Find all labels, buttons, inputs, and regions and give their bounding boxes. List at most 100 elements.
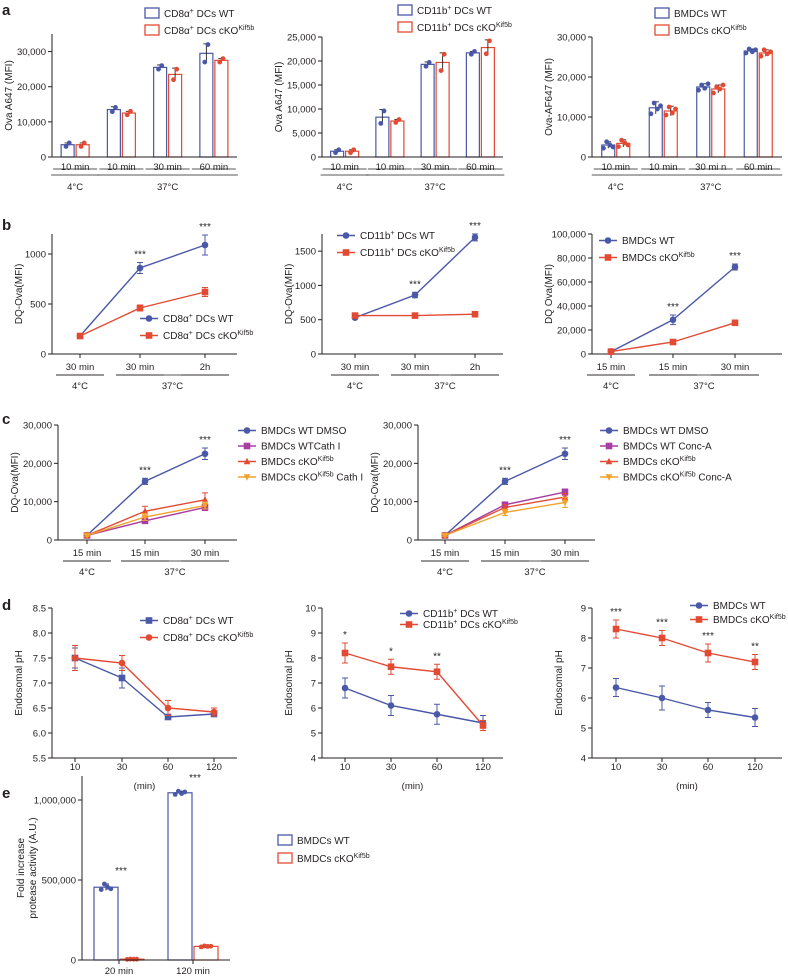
x-tick-label: 10 — [611, 762, 622, 773]
data-point — [501, 503, 509, 511]
y-tick-label: 0 — [311, 350, 316, 361]
significance-label: *** — [610, 607, 622, 618]
data-point — [426, 60, 432, 65]
y-tick-label: 6.5 — [33, 704, 46, 715]
bar — [106, 108, 121, 158]
y-tick-label: 0 — [581, 153, 586, 164]
group-label: 37°C — [700, 182, 721, 193]
data-point — [561, 488, 569, 496]
data-point — [387, 702, 395, 709]
data-point — [201, 288, 209, 296]
group-label: 4°C — [79, 567, 95, 578]
data-point — [71, 654, 79, 662]
data-point — [136, 304, 144, 312]
data-point — [619, 137, 625, 143]
x-tick-label: 20 min — [105, 966, 134, 976]
group-label: 37°C — [164, 567, 185, 578]
y-tick-label: 7.5 — [33, 654, 46, 665]
significance-label: *** — [702, 631, 714, 642]
data-point — [651, 100, 657, 106]
data-point — [108, 886, 114, 892]
legend-label: CD11b+ DCs cKOKif5b — [360, 247, 455, 259]
data-point — [201, 495, 209, 503]
y-tick-label: 0 — [41, 350, 46, 361]
legend-marker — [342, 249, 350, 256]
x-tick-label: 30 min — [421, 162, 450, 173]
data-point — [78, 144, 84, 149]
x-tick-label: 60 min — [200, 162, 229, 173]
legend-label: BMDCs WT DMSO — [261, 426, 347, 437]
chart-b3: 0 20,000 40,000 60,000 80,000 100,000 DQ Ova(M… — [544, 230, 782, 392]
significance-label: * — [389, 646, 393, 657]
legend-marker — [243, 457, 251, 465]
data-point — [669, 316, 677, 324]
data-point — [201, 450, 209, 458]
bar — [390, 120, 405, 158]
data-point — [717, 86, 723, 92]
y-tick-label: 15,000 — [287, 81, 316, 92]
bar — [199, 52, 214, 158]
data-point — [136, 264, 144, 272]
bar — [168, 73, 183, 158]
y-tick-label: 7.0 — [33, 679, 46, 690]
x-tick-label: 10 min — [61, 162, 90, 173]
group-label: 37°C — [157, 182, 178, 193]
x-tick-label: 15 min — [597, 362, 626, 373]
data-point — [83, 532, 91, 540]
legend-marker — [695, 616, 703, 623]
significance-label: *** — [189, 773, 201, 784]
data-point — [758, 53, 764, 59]
data-point — [761, 47, 767, 53]
y-axis-label: Ova A647 (MFI) — [274, 62, 285, 133]
legend-swatch — [144, 7, 160, 19]
data-point — [468, 51, 474, 57]
x-axis-label: (min) — [676, 781, 698, 792]
y-axis-label: DQ-Ova(MFI) — [370, 452, 381, 513]
data-point — [217, 59, 223, 65]
series-line — [74, 657, 215, 713]
y-tick-label: 5.5 — [33, 754, 46, 765]
data-point — [501, 478, 509, 485]
significance-label: *** — [139, 465, 151, 476]
y-tick-label: 100,000 — [552, 230, 586, 241]
legend-swatch — [144, 24, 160, 36]
data-point — [743, 50, 749, 56]
x-tick-label: 30 min — [401, 362, 430, 373]
y-tick-label: 10,000 — [383, 497, 412, 508]
x-tick-label: 10 — [340, 762, 351, 773]
chart-a2: 0 5,000 10,000 15,000 20,000 25,000 Ova A647 (… — [274, 4, 512, 193]
y-tick-label: 9 — [311, 629, 316, 640]
data-point — [753, 47, 758, 53]
x-tick-label: 60 — [163, 762, 174, 773]
legend-label: BMDCs WT — [297, 836, 350, 847]
panel-label-c: c — [2, 411, 10, 428]
significance-label: * — [343, 630, 347, 641]
legend-label: BMDCs cKOKif5b — [623, 456, 696, 468]
data-point — [438, 68, 444, 73]
group-label: 37°C — [693, 381, 714, 392]
legend-label: BMDCs WT — [622, 236, 675, 247]
y-tick-label: 0 — [311, 153, 316, 164]
data-point — [702, 85, 708, 91]
bar — [480, 46, 495, 158]
y-tick-label: 30,000 — [23, 421, 52, 432]
data-point — [208, 943, 214, 949]
y-axis-label: Endosomal pH — [284, 650, 295, 716]
data-point — [471, 310, 479, 318]
bar — [121, 112, 136, 158]
data-point — [441, 532, 449, 540]
y-tick-label: 500 — [30, 300, 46, 311]
chart-c2: 0 10,000 20,000 30,000 DQ-Ova(MFI) 15 min 15 m… — [370, 421, 732, 579]
x-tick-label: 30 min — [341, 362, 370, 373]
significance-label: ** — [433, 651, 441, 662]
bar — [193, 945, 219, 961]
legend-marker — [145, 617, 153, 624]
data-point — [141, 514, 149, 521]
legend-swatch — [654, 7, 670, 19]
group-label: 37°C — [434, 381, 455, 392]
y-tick-label: 0 — [41, 153, 46, 164]
y-axis-label: Endosomal pH — [554, 650, 565, 716]
y-tick-label: 5,000 — [292, 129, 316, 140]
